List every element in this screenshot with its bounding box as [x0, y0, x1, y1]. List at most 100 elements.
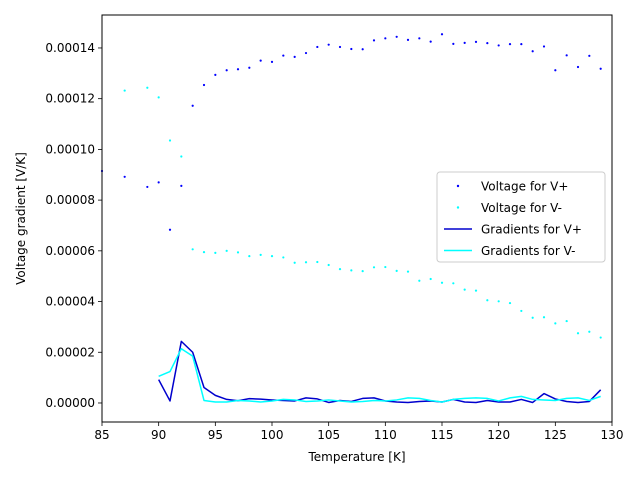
- legend-marker-swatch: [456, 184, 460, 188]
- legend-label: Voltage for V-: [481, 201, 562, 215]
- data-point: [406, 38, 410, 41]
- plot-area: [100, 33, 602, 404]
- data-point: [599, 67, 602, 70]
- data-point: [497, 300, 500, 303]
- data-point: [338, 267, 342, 271]
- data-point: [316, 45, 319, 49]
- data-point: [576, 332, 580, 335]
- data-point: [565, 319, 568, 323]
- data-point: [520, 43, 523, 46]
- data-point: [282, 256, 285, 259]
- data-point: [146, 86, 149, 89]
- data-point: [338, 45, 342, 49]
- legend-label: Voltage for V+: [481, 180, 568, 194]
- data-point: [191, 104, 194, 107]
- y-tick-label: 0.00012: [45, 92, 95, 106]
- data-point: [214, 73, 217, 76]
- x-tick-label: 100: [261, 428, 284, 442]
- series-1: [123, 86, 602, 339]
- data-point: [225, 249, 228, 252]
- data-point: [304, 261, 308, 264]
- data-point: [395, 269, 398, 272]
- data-point: [599, 336, 602, 339]
- data-point: [236, 251, 240, 254]
- data-point: [327, 263, 330, 267]
- data-point: [588, 330, 591, 333]
- data-point: [259, 253, 262, 256]
- y-tick-label: 0.00008: [45, 193, 95, 207]
- data-point: [554, 322, 557, 325]
- data-point: [520, 309, 523, 313]
- data-point: [361, 48, 364, 51]
- axes-frame: [101, 14, 613, 423]
- data-point: [180, 184, 183, 188]
- series-2: [158, 340, 602, 404]
- data-point: [270, 255, 274, 258]
- data-point: [123, 175, 126, 178]
- y-axis-label: Voltage gradient [V/K]: [14, 152, 28, 285]
- data-point: [248, 66, 251, 69]
- data-point: [463, 288, 466, 291]
- y-tick-label: 0.00006: [45, 244, 95, 258]
- legend-item: Gradients for V+: [444, 223, 582, 237]
- data-point: [531, 316, 534, 319]
- data-point: [372, 39, 376, 42]
- legend-label: Gradients for V-: [481, 244, 575, 258]
- data-point: [157, 181, 160, 184]
- data-point: [497, 44, 500, 47]
- legend-item: Voltage for V-: [456, 201, 562, 215]
- series-3: [158, 347, 601, 403]
- data-point: [508, 301, 512, 305]
- data-point: [542, 316, 546, 319]
- y-tick-label: 0.00002: [45, 345, 95, 359]
- data-point: [236, 68, 240, 71]
- data-point: [440, 33, 444, 36]
- data-point: [418, 37, 421, 40]
- data-point: [168, 139, 172, 142]
- data-point: [372, 266, 376, 269]
- y-tick-label: 0.00004: [45, 295, 95, 309]
- data-point: [406, 270, 410, 273]
- y-tick-label: 0.00014: [45, 41, 95, 55]
- data-point: [395, 35, 398, 38]
- y-tick-label: 0.00010: [45, 142, 95, 156]
- data-point: [463, 41, 466, 44]
- series-line: [158, 347, 601, 403]
- data-point: [452, 282, 455, 285]
- data-point: [384, 37, 387, 40]
- x-tick-label: 130: [601, 428, 624, 442]
- data-point: [248, 255, 251, 258]
- data-point: [440, 281, 444, 284]
- data-point: [123, 89, 126, 92]
- data-point: [259, 59, 262, 62]
- data-point: [429, 277, 432, 281]
- data-point: [486, 42, 489, 45]
- data-point: [508, 43, 512, 46]
- data-point: [282, 54, 285, 57]
- x-tick-label: 120: [487, 428, 510, 442]
- x-tick-label: 90: [151, 428, 166, 442]
- data-point: [225, 69, 228, 72]
- data-point: [270, 60, 274, 64]
- data-point: [588, 54, 591, 57]
- data-point: [316, 260, 319, 264]
- data-point: [576, 65, 580, 69]
- data-point: [452, 42, 455, 46]
- data-point: [304, 51, 308, 55]
- x-axis-label: Temperature [K]: [307, 450, 405, 464]
- data-point: [474, 289, 478, 292]
- data-point: [554, 69, 557, 72]
- x-tick-label: 95: [208, 428, 223, 442]
- data-point: [418, 279, 421, 282]
- data-point: [214, 251, 217, 254]
- legend-marker-swatch: [456, 206, 460, 209]
- data-point: [486, 299, 489, 302]
- data-point: [429, 40, 432, 43]
- x-tick-label: 85: [94, 428, 109, 442]
- x-axis: 85 90 95 100 105 110 115 120 125 130: [94, 422, 623, 442]
- data-point: [542, 45, 546, 48]
- data-point: [350, 269, 353, 272]
- x-tick-label: 115: [431, 428, 454, 442]
- data-point: [293, 55, 296, 58]
